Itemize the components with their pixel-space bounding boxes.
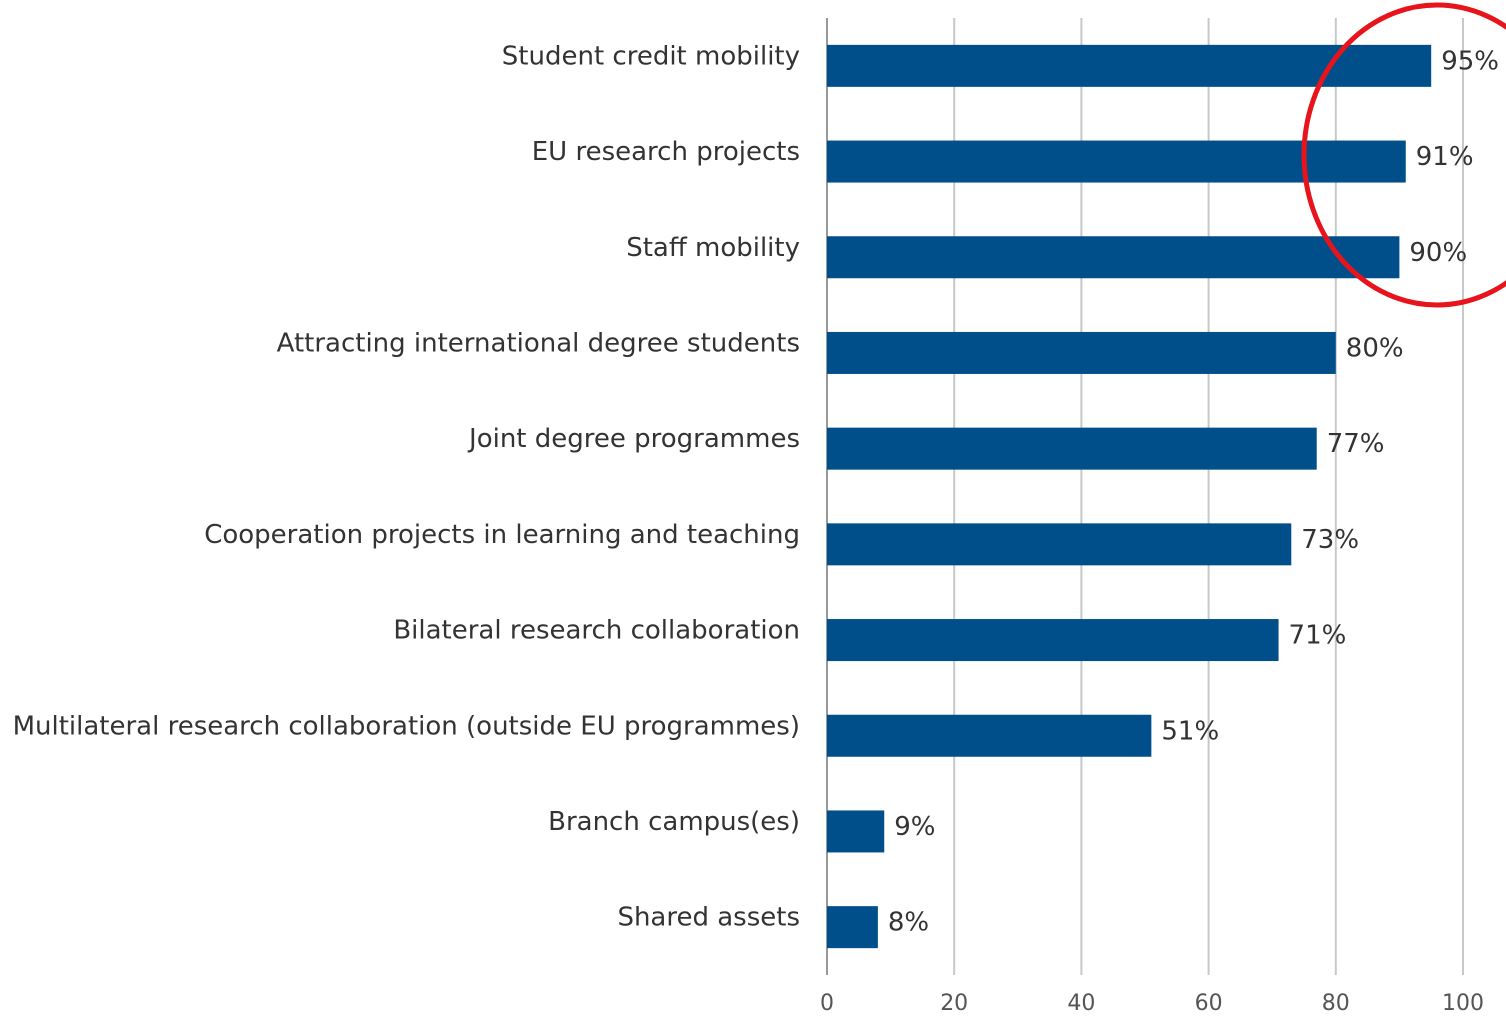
bar	[827, 427, 1317, 470]
y-tick-label: Multilateral research collaboration (out…	[13, 711, 800, 741]
bar	[827, 619, 1279, 662]
data-label: 77%	[1327, 429, 1385, 459]
bar	[827, 714, 1152, 757]
y-tick-label: EU research projects	[532, 137, 800, 167]
highlight-circle	[1301, 2, 1506, 308]
bar	[827, 523, 1292, 566]
data-label: 9%	[894, 812, 935, 842]
data-label: 91%	[1416, 142, 1474, 172]
y-tick-label: Staff mobility	[626, 233, 800, 263]
bar	[827, 810, 885, 853]
y-tick-label: Bilateral research collaboration	[393, 616, 800, 646]
data-label: 80%	[1346, 333, 1404, 363]
x-tick-label: 40	[1067, 991, 1095, 1016]
data-label: 90%	[1409, 238, 1467, 268]
data-label: 71%	[1289, 621, 1347, 651]
data-label: 51%	[1161, 716, 1219, 746]
x-tick-label: 100	[1442, 991, 1484, 1016]
y-tick-label: Cooperation projects in learning and tea…	[204, 520, 800, 550]
y-tick-label: Student credit mobility	[502, 41, 800, 71]
data-label: 95%	[1441, 46, 1499, 76]
x-tick-label: 20	[940, 991, 968, 1016]
x-tick-label: 80	[1322, 991, 1350, 1016]
data-label: 8%	[888, 908, 929, 938]
x-tick-label: 60	[1195, 991, 1223, 1016]
y-tick-label: Joint degree programmes	[467, 424, 800, 454]
x-tick-label: 0	[820, 991, 834, 1016]
bar	[827, 236, 1400, 279]
bar	[827, 331, 1336, 374]
bar	[827, 140, 1406, 183]
y-tick-label: Shared assets	[617, 903, 800, 933]
y-tick-label: Branch campus(es)	[548, 807, 800, 837]
bar	[827, 906, 878, 949]
y-tick-label: Attracting international degree students	[277, 328, 800, 358]
data-label: 73%	[1301, 525, 1359, 555]
